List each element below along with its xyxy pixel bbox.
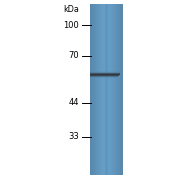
Bar bbox=[111, 4, 112, 175]
Bar bbox=[90, 74, 120, 75]
Bar bbox=[90, 77, 117, 78]
Bar bbox=[96, 4, 97, 175]
Bar bbox=[103, 4, 104, 175]
Bar bbox=[90, 76, 118, 77]
Bar bbox=[107, 4, 108, 175]
Bar bbox=[90, 69, 120, 70]
Bar bbox=[105, 4, 108, 175]
Text: 44: 44 bbox=[69, 98, 79, 107]
Bar bbox=[102, 4, 103, 175]
Bar bbox=[90, 79, 116, 80]
Bar bbox=[91, 4, 92, 175]
Bar bbox=[97, 4, 98, 175]
Bar bbox=[90, 71, 120, 72]
Bar bbox=[116, 4, 117, 175]
Bar bbox=[114, 4, 115, 175]
Text: 100: 100 bbox=[64, 21, 79, 30]
Bar bbox=[121, 4, 122, 175]
Bar bbox=[90, 4, 91, 175]
Bar bbox=[120, 4, 121, 175]
Bar bbox=[106, 4, 107, 175]
Bar bbox=[90, 72, 120, 73]
Bar bbox=[101, 4, 102, 175]
Bar bbox=[90, 70, 120, 71]
Bar bbox=[99, 4, 100, 175]
Text: 33: 33 bbox=[68, 132, 79, 141]
Bar bbox=[119, 4, 120, 175]
Bar bbox=[109, 4, 110, 175]
Text: kDa: kDa bbox=[63, 4, 79, 14]
Bar bbox=[94, 4, 95, 175]
Bar bbox=[90, 4, 122, 175]
Bar bbox=[90, 73, 120, 74]
Bar bbox=[98, 4, 99, 175]
Bar bbox=[90, 78, 116, 79]
Bar bbox=[117, 4, 118, 175]
Bar bbox=[100, 4, 101, 175]
Bar bbox=[118, 4, 119, 175]
Bar bbox=[105, 4, 106, 175]
Bar bbox=[108, 4, 109, 175]
Bar bbox=[103, 4, 104, 175]
Bar bbox=[122, 4, 123, 175]
Bar bbox=[90, 75, 119, 76]
Bar bbox=[104, 4, 105, 175]
Bar bbox=[93, 4, 94, 175]
Bar bbox=[112, 4, 113, 175]
Bar bbox=[92, 4, 93, 175]
Bar bbox=[113, 4, 114, 175]
Text: 70: 70 bbox=[69, 51, 79, 60]
Bar bbox=[115, 4, 116, 175]
Bar bbox=[95, 4, 96, 175]
Bar bbox=[110, 4, 111, 175]
